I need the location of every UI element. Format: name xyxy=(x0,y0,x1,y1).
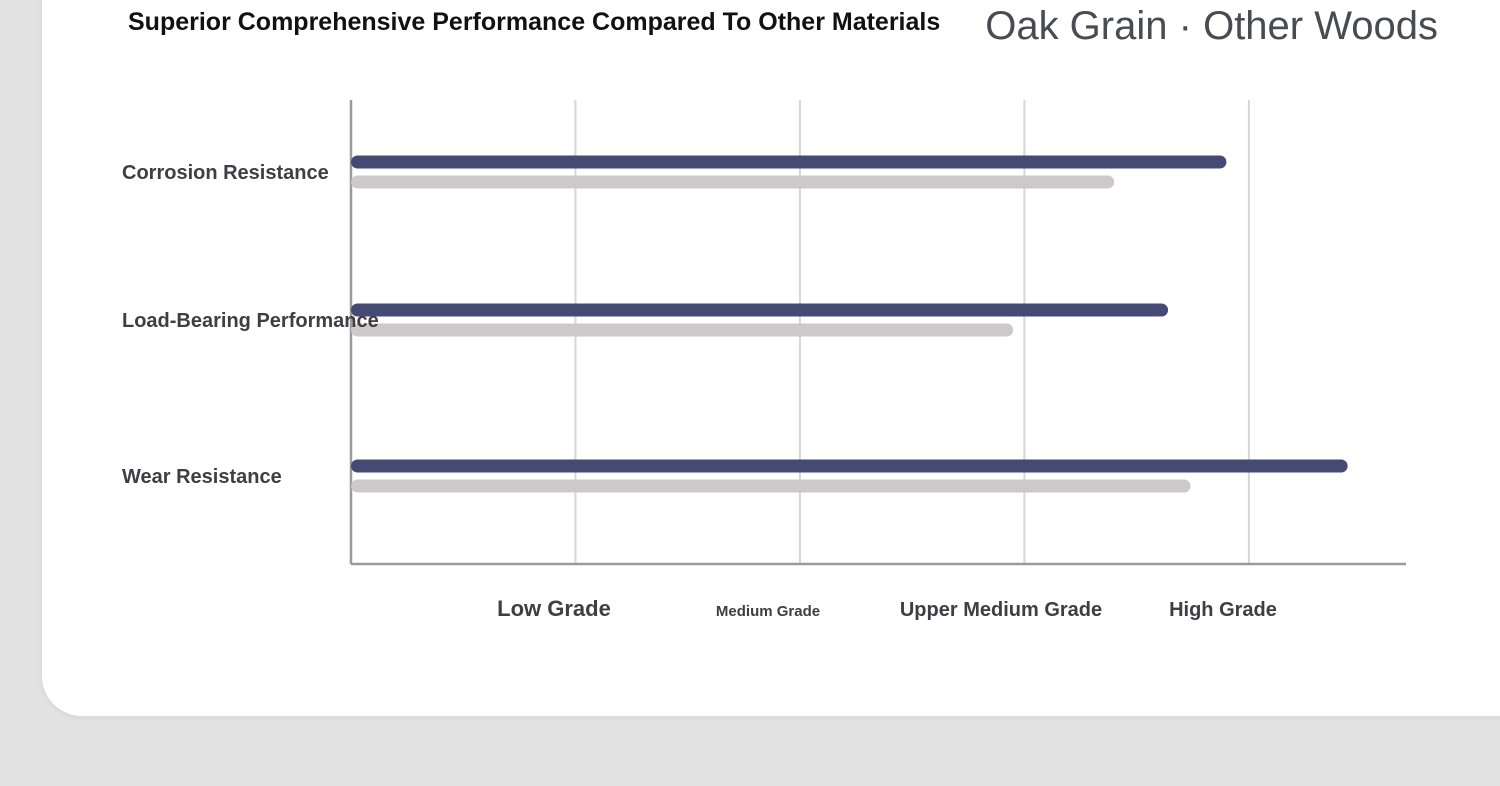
bar-oak-grain-2 xyxy=(351,459,1348,473)
bar-oak-grain-0 xyxy=(351,155,1227,169)
chart-title: Superior Comprehensive Performance Compa… xyxy=(128,8,941,36)
category-label: Corrosion Resistance xyxy=(122,162,329,184)
category-label: Wear Resistance xyxy=(122,466,282,488)
x-tick-label: Medium Grade xyxy=(716,603,820,620)
bar-other-woods-2 xyxy=(351,479,1191,493)
legend-entry-other-woods: Other Woods xyxy=(1203,4,1438,48)
bar-other-woods-0 xyxy=(351,175,1115,189)
x-tick-label: Low Grade xyxy=(497,596,611,621)
chart-card xyxy=(42,0,1500,716)
legend: Oak Grain · Other Woods xyxy=(985,4,1438,49)
legend-entry-oak-grain: Oak Grain xyxy=(985,4,1168,48)
bar-oak-grain-1 xyxy=(351,303,1169,317)
x-tick-label: Upper Medium Grade xyxy=(900,599,1102,621)
legend-separator: · xyxy=(1178,4,1192,48)
category-label: Load-Bearing Performance xyxy=(122,310,379,332)
x-tick-label: High Grade xyxy=(1169,599,1277,621)
bar-other-woods-1 xyxy=(351,323,1014,337)
